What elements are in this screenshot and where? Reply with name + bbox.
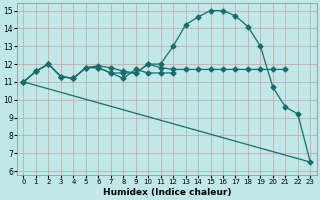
- X-axis label: Humidex (Indice chaleur): Humidex (Indice chaleur): [103, 188, 231, 197]
